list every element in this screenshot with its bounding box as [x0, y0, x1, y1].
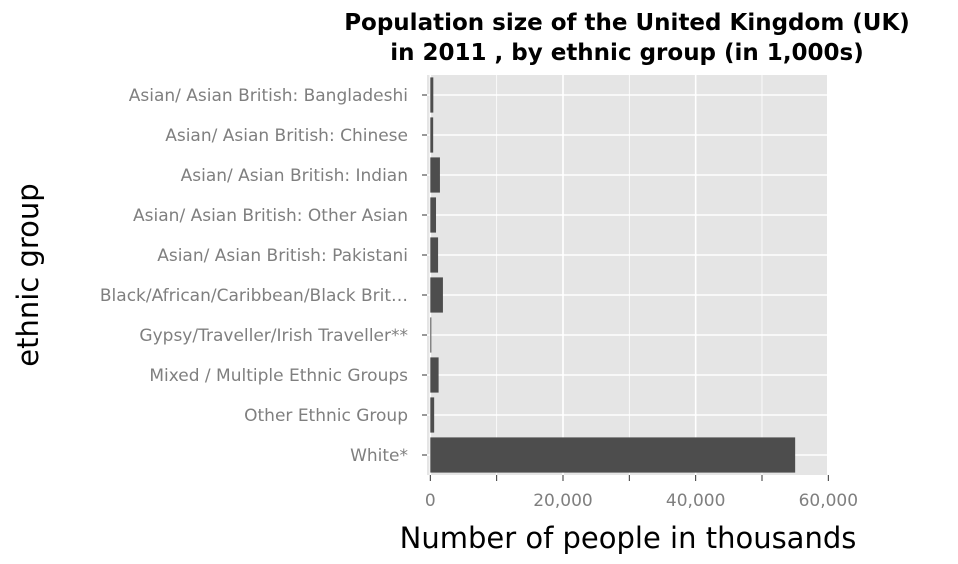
- x-axis-ticks: 0 20,000 40,000 60,000: [425, 475, 858, 511]
- y-tick-label: Asian/ Asian British: Chinese: [165, 126, 408, 146]
- bar: [430, 117, 434, 153]
- bars: [430, 77, 796, 473]
- x-axis-label: Number of people in thousands: [400, 521, 857, 555]
- gridlines: [427, 75, 830, 475]
- chart-title-line-1: Population size of the United Kingdom (U…: [344, 10, 910, 36]
- chart-title-line-2: in 2011 , by ethnic group (in 1,000s): [390, 40, 864, 66]
- y-axis-ticks: Asian/ Asian British: Bangladeshi Asian/ …: [100, 86, 427, 466]
- y-tick-label: Asian/ Asian British: Bangladeshi: [129, 86, 408, 106]
- y-tick-label: Mixed / Multiple Ethnic Groups: [149, 366, 408, 386]
- y-tick-label: Gypsy/Traveller/Irish Traveller**: [139, 326, 408, 346]
- bar: [430, 317, 432, 353]
- bar: [430, 357, 439, 393]
- x-tick-label: 20,000: [533, 491, 592, 511]
- y-axis-label: ethnic group: [11, 183, 45, 366]
- y-tick-label: Black/African/Caribbean/Black Brit…: [100, 286, 408, 306]
- y-tick-label: Asian/ Asian British: Pakistani: [157, 246, 408, 266]
- bar: [430, 77, 434, 113]
- y-tick-label: White*: [350, 446, 408, 466]
- bar: [430, 277, 443, 313]
- bar: [430, 437, 796, 473]
- bar: [430, 157, 440, 193]
- y-tick-label: Other Ethnic Group: [244, 406, 408, 426]
- plot-panel: [427, 75, 827, 475]
- x-tick-label: 0: [425, 491, 436, 511]
- x-tick-label: 60,000: [799, 491, 858, 511]
- y-tick-label: Asian/ Asian British: Other Asian: [133, 206, 408, 226]
- y-tick-label: Asian/ Asian British: Indian: [181, 166, 408, 186]
- bar: [430, 237, 439, 273]
- bar: [430, 397, 435, 433]
- x-tick-label: 40,000: [666, 491, 725, 511]
- bar: [430, 197, 437, 233]
